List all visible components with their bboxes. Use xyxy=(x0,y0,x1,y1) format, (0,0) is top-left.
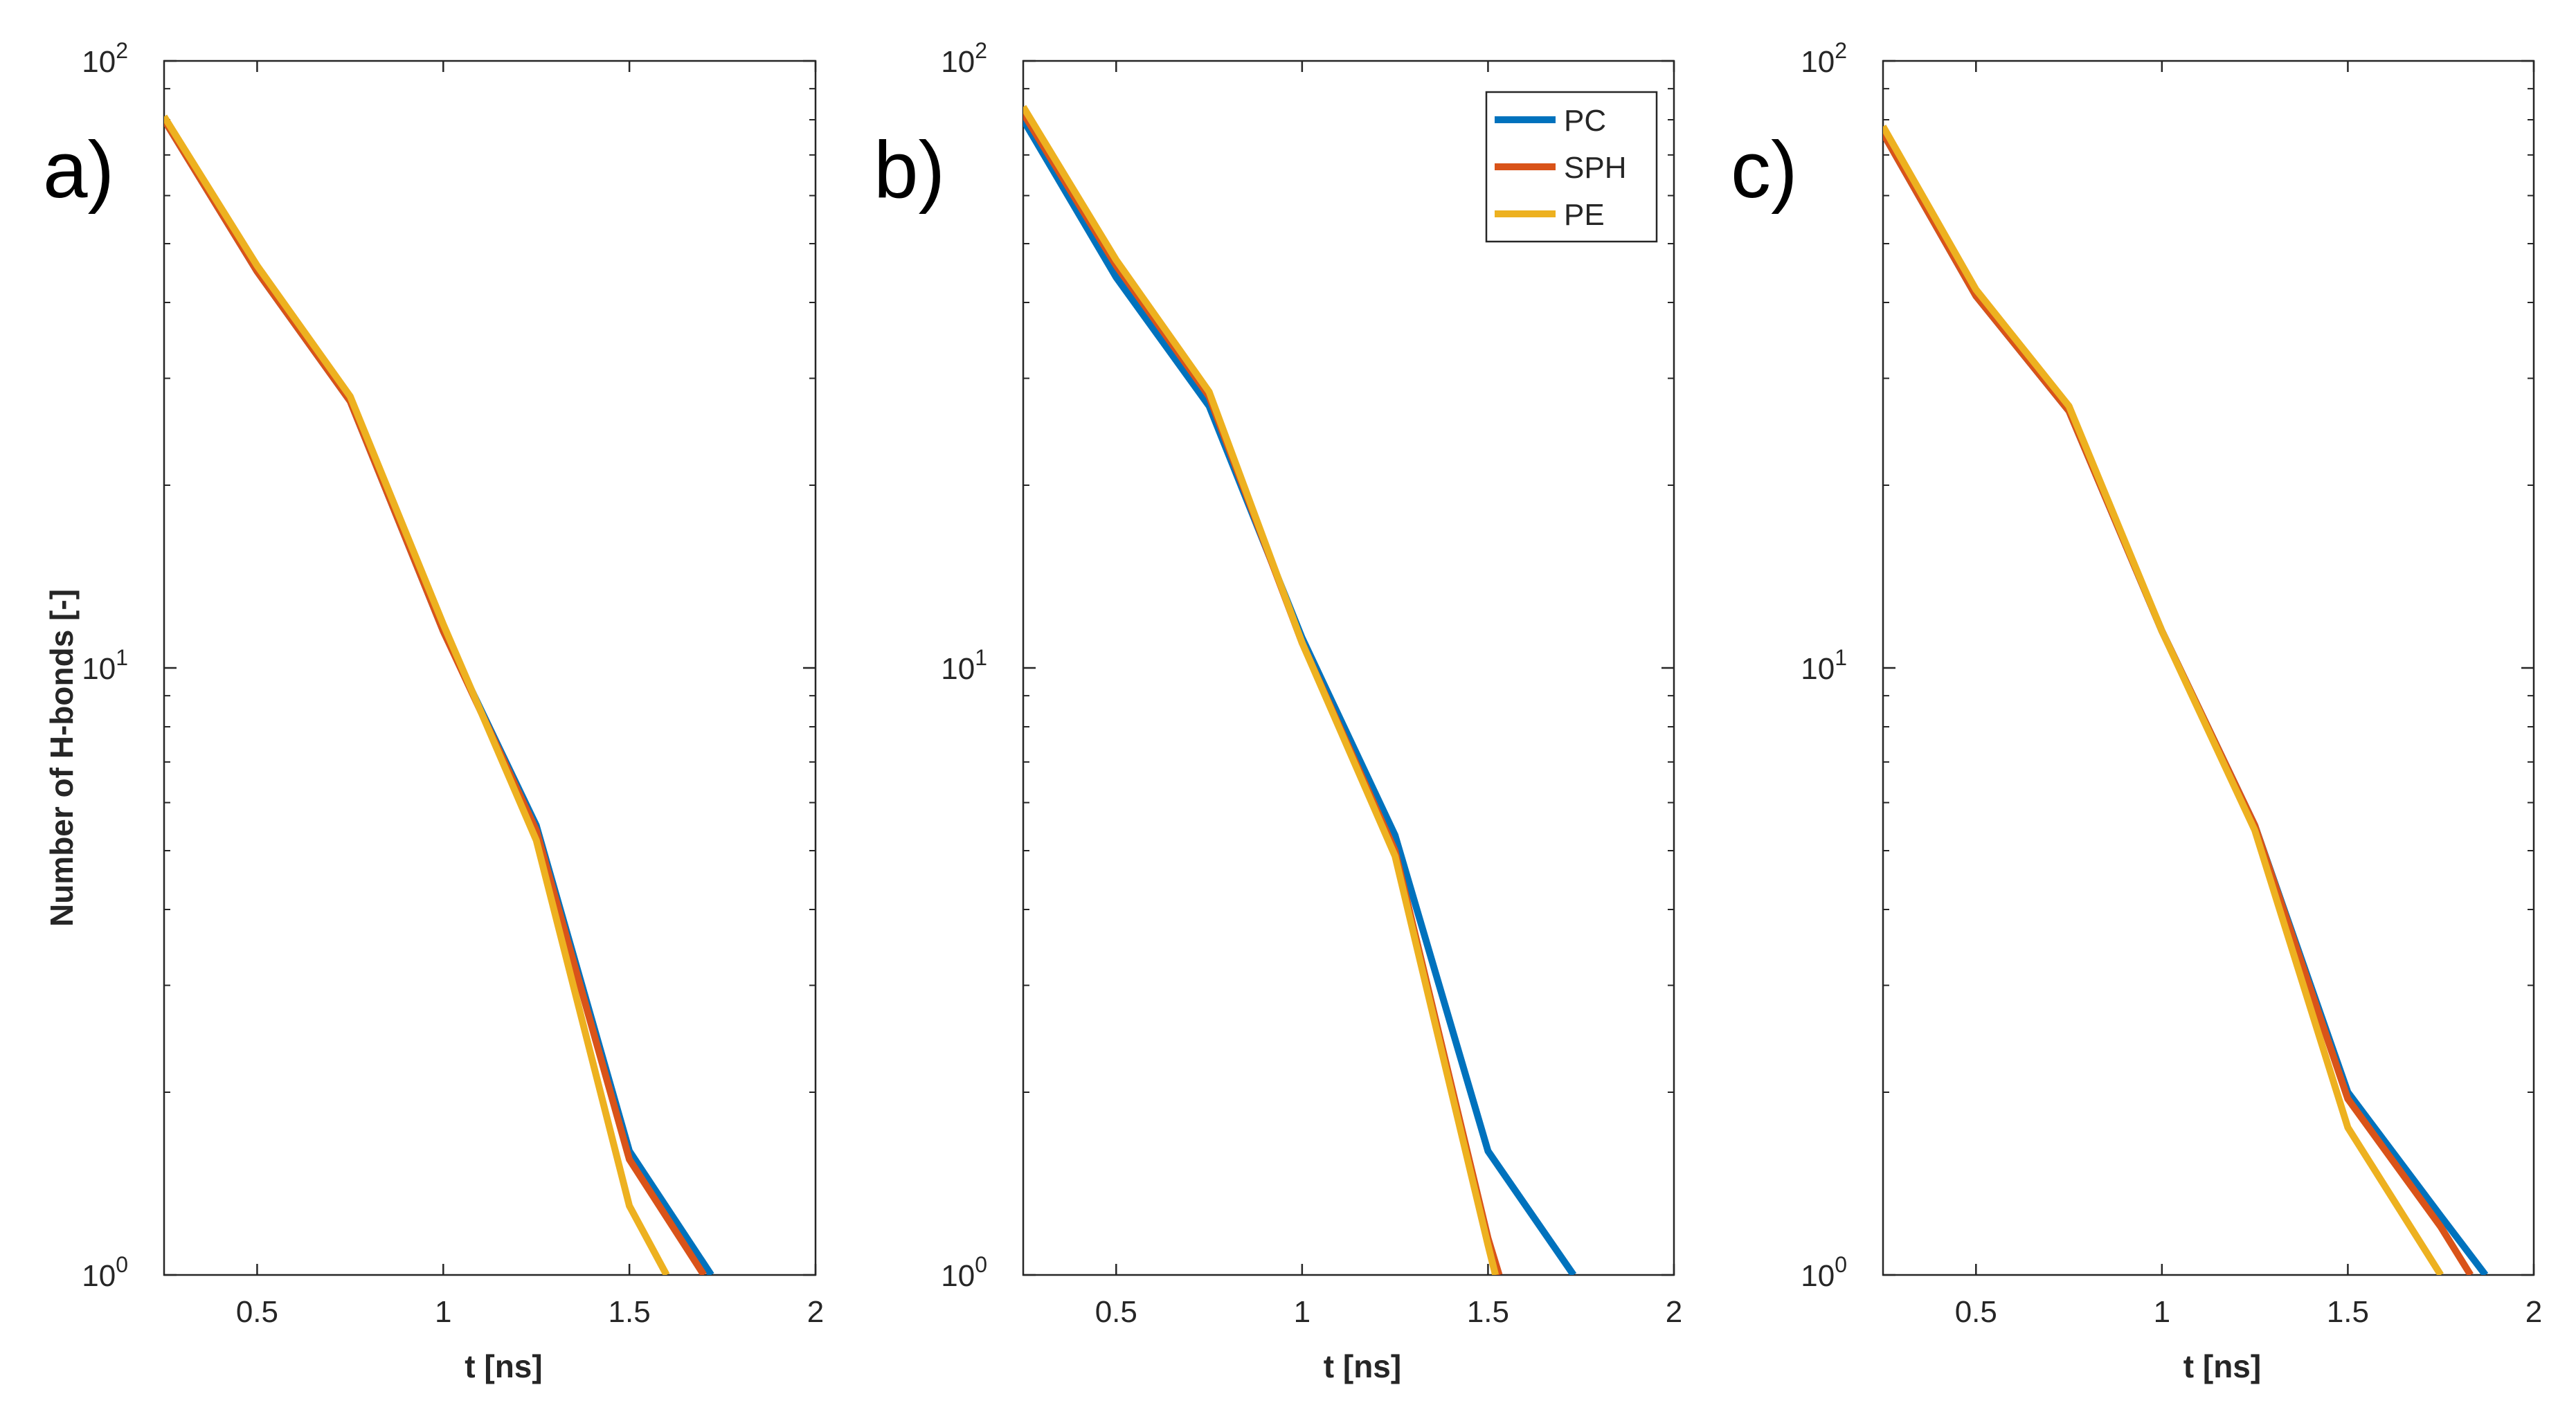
x-axis-label: t [ns] xyxy=(465,1348,542,1384)
legend-label-pe: PE xyxy=(1564,198,1605,232)
series-line-pe xyxy=(164,114,670,1275)
legend-label-sph: SPH xyxy=(1564,151,1626,185)
x-tick-label: 1 xyxy=(2154,1295,2170,1329)
series-line-pe xyxy=(1883,125,2444,1275)
x-tick-label: 1.5 xyxy=(2327,1295,2369,1329)
panel-letter: b) xyxy=(874,125,945,215)
axes-box xyxy=(1022,60,1675,1276)
y-tick-base: 10 xyxy=(941,45,975,79)
y-tick-label: 102 xyxy=(941,38,987,79)
y-tick-exponent: 1 xyxy=(116,645,128,670)
x-tick-label: 2 xyxy=(1666,1295,1682,1329)
y-tick-label: 102 xyxy=(1801,38,1847,79)
x-tick-label: 1 xyxy=(435,1295,451,1329)
y-tick-base: 10 xyxy=(1801,1259,1835,1293)
y-tick-label: 100 xyxy=(941,1252,987,1293)
y-tick-label: 101 xyxy=(82,645,128,686)
x-tick-label: 2 xyxy=(2525,1295,2542,1329)
panel-letter: c) xyxy=(1731,125,1798,215)
x-axis-label: t [ns] xyxy=(2183,1348,2261,1384)
y-tick-exponent: 0 xyxy=(116,1252,128,1277)
x-axis-label: t [ns] xyxy=(1324,1348,1401,1384)
x-tick-label: 0.5 xyxy=(236,1295,278,1329)
y-axis-label: Number of H-bonds [-] xyxy=(44,589,80,927)
x-tick-label: 0.5 xyxy=(1095,1295,1137,1329)
y-tick-label: 101 xyxy=(1801,645,1847,686)
axes-box xyxy=(1882,60,2535,1276)
y-tick-exponent: 0 xyxy=(975,1252,987,1277)
x-tick-label: 1 xyxy=(1294,1295,1310,1329)
y-tick-base: 10 xyxy=(82,652,116,686)
y-tick-base: 10 xyxy=(1801,45,1835,79)
y-tick-base: 10 xyxy=(82,1259,116,1293)
y-tick-exponent: 2 xyxy=(975,38,987,63)
y-tick-label: 102 xyxy=(82,38,128,79)
x-tick-label: 1.5 xyxy=(1467,1295,1509,1329)
y-tick-exponent: 0 xyxy=(1835,1252,1847,1277)
legend: PC SPH PE xyxy=(1485,91,1658,243)
legend-label-pc: PC xyxy=(1564,104,1606,138)
y-tick-label: 101 xyxy=(941,645,987,686)
series-line-pe xyxy=(1023,105,1499,1275)
panel-letter: a) xyxy=(43,125,114,215)
y-tick-label: 100 xyxy=(82,1252,128,1293)
y-tick-base: 10 xyxy=(82,45,116,79)
x-tick-label: 1.5 xyxy=(609,1295,651,1329)
y-tick-base: 10 xyxy=(1801,652,1835,686)
y-tick-exponent: 2 xyxy=(1835,38,1847,63)
y-tick-exponent: 2 xyxy=(116,38,128,63)
axes-box xyxy=(163,60,817,1276)
y-tick-label: 100 xyxy=(1801,1252,1847,1293)
y-tick-exponent: 1 xyxy=(975,645,987,670)
y-tick-exponent: 1 xyxy=(1835,645,1847,670)
x-tick-label: 0.5 xyxy=(1955,1295,1997,1329)
x-tick-label: 2 xyxy=(807,1295,824,1329)
y-tick-base: 10 xyxy=(941,1259,975,1293)
y-tick-base: 10 xyxy=(941,652,975,686)
